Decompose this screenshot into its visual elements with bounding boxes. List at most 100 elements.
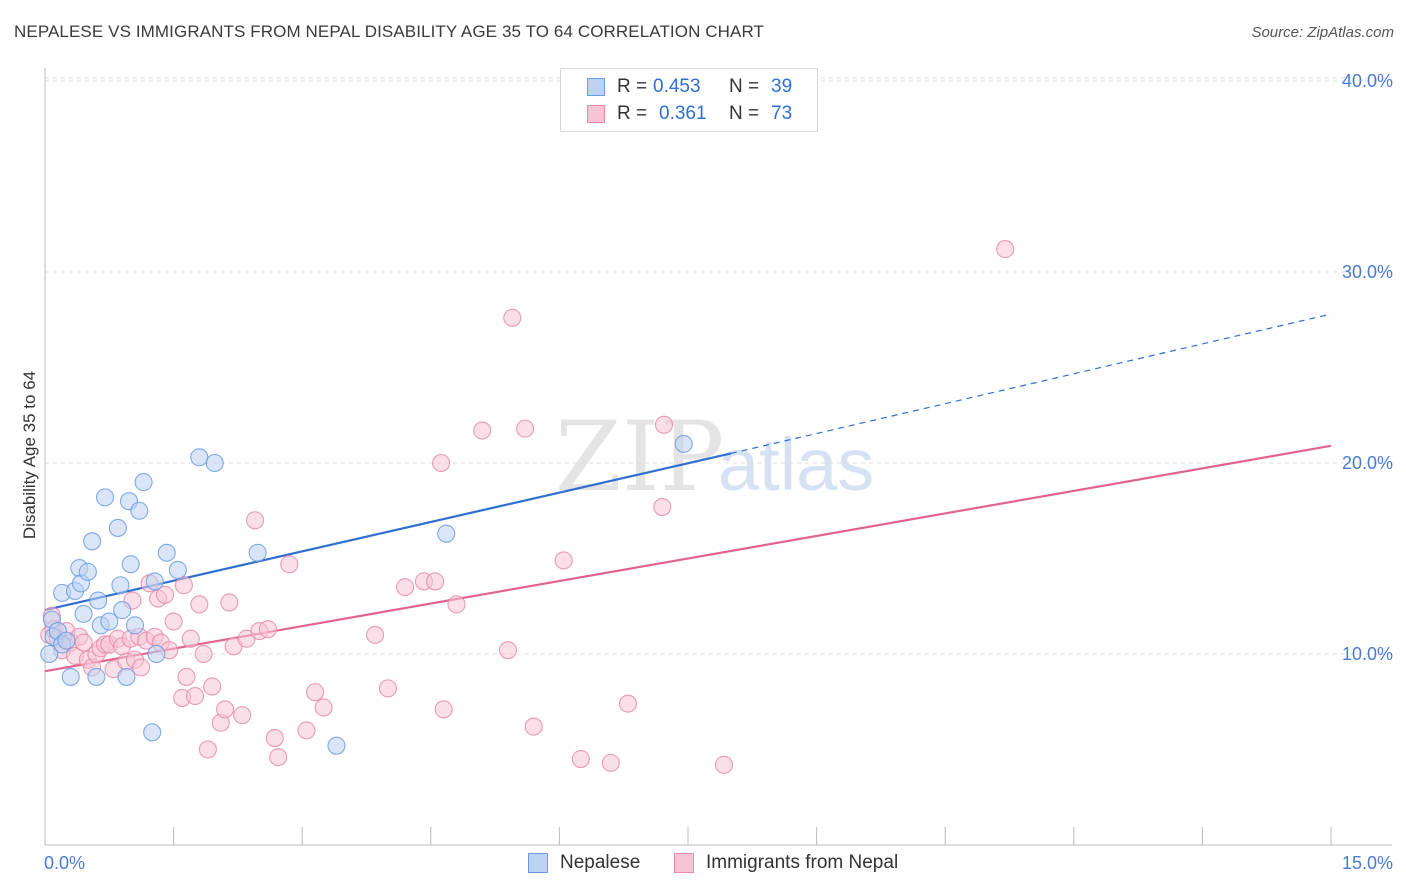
bottom-legend-label-immigrants: Immigrants from Nepal bbox=[706, 852, 899, 873]
point-nepalese bbox=[121, 555, 140, 574]
legend-swatch-nepalese bbox=[587, 78, 605, 96]
legend: R = 0.453 N = 39 R = 0.361 N = 73 bbox=[560, 68, 818, 132]
trend-line-nepalese-extension bbox=[730, 313, 1332, 455]
y-axis-label: Disability Age 35 to 64 bbox=[20, 371, 39, 539]
legend-r-label: R = bbox=[617, 103, 648, 124]
legend-r-value: 0.361 bbox=[659, 103, 707, 124]
point-nepalese bbox=[113, 601, 132, 620]
point-nepalese bbox=[134, 473, 153, 492]
point-nepalese bbox=[125, 616, 145, 635]
point-immigrants bbox=[220, 593, 239, 612]
point-immigrants bbox=[164, 612, 183, 631]
y-tick-label: 40.0% bbox=[1342, 71, 1393, 91]
axes bbox=[44, 68, 1392, 846]
point-nepalese bbox=[248, 543, 267, 562]
point-nepalese bbox=[40, 644, 59, 664]
data-points bbox=[40, 240, 1015, 774]
point-immigrants bbox=[194, 644, 213, 664]
bottom-legend-swatch-nepalese bbox=[528, 853, 548, 873]
point-immigrants bbox=[314, 698, 333, 717]
point-immigrants bbox=[654, 415, 674, 434]
x-tick-label: 0.0% bbox=[44, 853, 85, 873]
point-nepalese bbox=[147, 644, 166, 664]
point-immigrants bbox=[190, 595, 209, 614]
watermark-atlas: atlas bbox=[718, 423, 874, 506]
point-nepalese bbox=[111, 576, 130, 595]
source-label: Source: ZipAtlas.com bbox=[1251, 24, 1394, 41]
point-immigrants bbox=[269, 748, 288, 767]
point-nepalese bbox=[117, 667, 136, 686]
point-immigrants bbox=[434, 700, 453, 719]
legend-n-value: 73 bbox=[771, 103, 793, 124]
y-tick-label: 30.0% bbox=[1342, 262, 1393, 282]
point-nepalese bbox=[87, 667, 106, 686]
bottom-legend-swatch-immigrants bbox=[674, 853, 694, 873]
point-immigrants bbox=[498, 641, 518, 660]
legend-swatch-immigrants bbox=[587, 105, 605, 123]
point-nepalese bbox=[143, 723, 162, 742]
legend-row-immigrants: R = 0.361 N = 73 bbox=[587, 101, 792, 127]
point-nepalese bbox=[145, 572, 164, 591]
y-tick-label: 10.0% bbox=[1342, 644, 1393, 664]
point-immigrants bbox=[473, 421, 492, 440]
point-immigrants bbox=[185, 686, 205, 706]
point-immigrants bbox=[618, 694, 638, 713]
point-immigrants bbox=[447, 595, 466, 614]
y-tick-label: 20.0% bbox=[1342, 453, 1393, 473]
point-nepalese bbox=[95, 488, 115, 507]
point-immigrants bbox=[177, 667, 196, 686]
point-immigrants bbox=[571, 749, 590, 769]
legend-row-nepalese: R = 0.453 N = 39 bbox=[587, 74, 792, 100]
point-immigrants bbox=[174, 576, 193, 595]
point-immigrants bbox=[215, 700, 235, 719]
point-immigrants bbox=[131, 658, 151, 677]
point-immigrants bbox=[258, 620, 277, 639]
point-immigrants bbox=[524, 717, 543, 736]
point-nepalese bbox=[437, 524, 456, 543]
point-immigrants bbox=[653, 497, 672, 516]
legend-n-label: N = bbox=[729, 76, 760, 97]
point-immigrants bbox=[426, 572, 445, 591]
chart-title: NEPALESE VS IMMIGRANTS FROM NEPAL DISABI… bbox=[14, 22, 765, 41]
point-immigrants bbox=[297, 721, 316, 740]
point-nepalese bbox=[74, 604, 93, 623]
point-immigrants bbox=[503, 308, 522, 327]
point-nepalese bbox=[78, 562, 97, 581]
point-immigrants bbox=[181, 629, 200, 648]
gridlines bbox=[45, 77, 1392, 655]
point-immigrants bbox=[996, 240, 1015, 259]
point-immigrants bbox=[203, 677, 222, 696]
point-immigrants bbox=[366, 625, 385, 644]
legend-r-label: R = bbox=[617, 76, 648, 97]
point-nepalese bbox=[205, 453, 224, 473]
point-immigrants bbox=[554, 551, 573, 570]
point-immigrants bbox=[265, 728, 284, 748]
point-nepalese bbox=[108, 518, 127, 537]
point-immigrants bbox=[233, 706, 252, 725]
x-tick-label: 15.0% bbox=[1342, 853, 1393, 873]
point-immigrants bbox=[432, 453, 451, 473]
point-immigrants bbox=[198, 740, 217, 759]
point-immigrants bbox=[155, 585, 175, 604]
bottom-legend-immigrants: Immigrants from Nepal bbox=[674, 852, 898, 874]
legend-r-value: 0.453 bbox=[653, 76, 701, 97]
point-immigrants bbox=[396, 578, 415, 597]
point-immigrants bbox=[378, 679, 397, 698]
point-nepalese bbox=[130, 501, 149, 520]
point-nepalese bbox=[83, 532, 102, 551]
point-nepalese bbox=[157, 543, 176, 562]
bottom-legend-label-nepalese: Nepalese bbox=[560, 852, 641, 873]
point-immigrants bbox=[280, 555, 299, 574]
point-immigrants bbox=[516, 419, 535, 438]
point-nepalese bbox=[57, 631, 76, 650]
tick-labels: 10.0% 20.0% 30.0% 40.0% 0.0% 15.0% bbox=[44, 71, 1393, 873]
point-immigrants bbox=[306, 683, 325, 702]
point-nepalese bbox=[100, 612, 119, 631]
point-nepalese bbox=[89, 591, 108, 610]
point-nepalese bbox=[190, 448, 209, 467]
point-nepalese bbox=[168, 560, 187, 580]
watermark-zip: ZIP bbox=[555, 401, 724, 513]
bottom-legend-nepalese: Nepalese bbox=[528, 852, 640, 874]
point-immigrants bbox=[601, 753, 620, 772]
